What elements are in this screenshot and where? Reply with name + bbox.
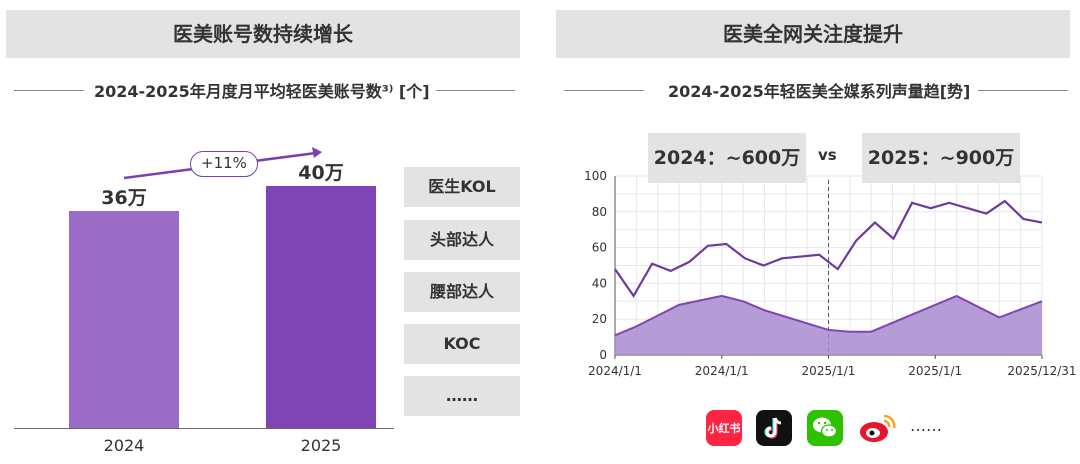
- area-series-outline: [614, 294, 1043, 337]
- y-tick-label: 80: [592, 205, 607, 219]
- compare-vs: vs: [818, 146, 837, 164]
- category-doctor-kol: 医生KOL: [404, 167, 520, 207]
- x-tick-label: 2024/1/1: [695, 364, 749, 378]
- xiaohongshu-text: 小红书: [707, 422, 741, 435]
- subtitle-rule-right: [430, 90, 515, 91]
- right-subtitle: 2024-2025年轻医美全媒系列声量趋[势]: [662, 78, 977, 102]
- subtitle-rule-right: [978, 90, 1068, 91]
- area-series: [615, 295, 1042, 355]
- left-header: 医美账号数持续增长: [6, 10, 520, 58]
- bar-2024: [69, 210, 179, 428]
- subtitle-rule-left: [14, 90, 84, 91]
- x-tick-label: 2025/1/1: [908, 364, 962, 378]
- y-tick-label: 20: [592, 312, 607, 326]
- bar-x-label-2025: 2025: [300, 436, 342, 455]
- y-tick-label: 60: [592, 241, 607, 255]
- x-tick-label: 2025/12/31: [1007, 364, 1076, 378]
- y-tick-label: 100: [584, 169, 607, 183]
- category-mid-influencer: 腰部达人: [404, 272, 520, 312]
- category-top-influencer: 头部达人: [404, 220, 520, 260]
- bar-2025: [266, 186, 376, 428]
- volume-trend-chart: 0 20 40 60 80 100 2024/1/1 2024/1/1 2025/1/1 2025…: [584, 169, 1076, 378]
- compare-2025: 2025：~900万: [862, 133, 1020, 183]
- douyin-icon: [756, 410, 792, 446]
- bar-value-label-2025: 40万: [298, 162, 344, 185]
- bar-value-label-2024: 36万: [101, 186, 147, 209]
- account-growth-panel: 医美账号数持续增长 2024-2025年月度月平均轻医美账号数³⁾ [个] +1…: [0, 0, 530, 464]
- attention-panel: 医美全网关注度提升 2024-2025年轻医美全媒系列声量趋[势] 2024：~…: [550, 0, 1080, 464]
- x-tick-label: 2024/1/1: [588, 364, 642, 378]
- compare-2024: 2024：~600万: [648, 133, 806, 183]
- x-tick-label: 2025/1/1: [802, 364, 856, 378]
- right-header: 医美全网关注度提升: [556, 10, 1070, 58]
- bar-x-label-2024: 2024: [103, 436, 145, 455]
- category-more: ……: [404, 376, 520, 416]
- growth-badge: +11%: [190, 151, 258, 177]
- subtitle-rule-left: [564, 90, 644, 91]
- left-subtitle: 2024-2025年月度月平均轻医美账号数³⁾ [个]: [88, 78, 436, 102]
- more-platforms: ……: [910, 416, 942, 435]
- line-series: [614, 199, 1043, 298]
- y-tick-label: 0: [599, 348, 607, 362]
- weibo-icon: [858, 410, 896, 446]
- wechat-icon: [807, 410, 843, 446]
- y-tick-label: 40: [592, 276, 607, 290]
- xiaohongshu-icon: 小红书: [706, 410, 742, 446]
- category-koc: KOC: [404, 324, 520, 364]
- bar-baseline: [14, 428, 394, 429]
